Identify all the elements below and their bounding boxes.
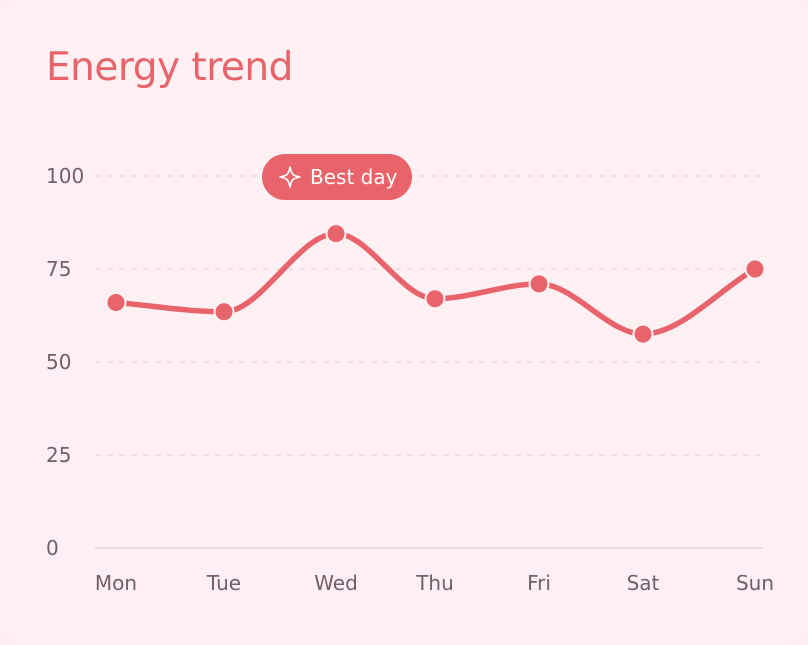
y-tick-label: 100 bbox=[46, 164, 84, 188]
data-point bbox=[213, 301, 235, 323]
series-line bbox=[113, 230, 758, 337]
chart-title: Energy trend bbox=[46, 45, 293, 90]
x-tick-label: Tue bbox=[206, 571, 241, 595]
x-tick-label: Mon bbox=[95, 571, 137, 595]
best-day-badge-label: Best day bbox=[310, 165, 398, 189]
best-day-badge: Best day bbox=[262, 154, 412, 200]
grid-layer bbox=[95, 175, 763, 549]
data-point bbox=[424, 288, 446, 310]
y-tick-label: 25 bbox=[46, 443, 71, 467]
data-point bbox=[744, 258, 766, 280]
best-day-badge-background bbox=[262, 154, 412, 200]
data-point bbox=[528, 273, 550, 295]
y-tick-label: 75 bbox=[46, 257, 71, 281]
x-tick-label: Sun bbox=[736, 571, 774, 595]
data-point bbox=[325, 223, 347, 245]
data-point bbox=[632, 323, 654, 345]
data-point bbox=[105, 291, 127, 313]
x-tick-label: Wed bbox=[314, 571, 358, 595]
x-tick-label: Sat bbox=[627, 571, 660, 595]
x-tick-label: Fri bbox=[527, 571, 551, 595]
data-points bbox=[105, 223, 766, 345]
y-axis: 0 25 50 75 100 bbox=[46, 164, 84, 560]
y-tick-label: 0 bbox=[46, 536, 59, 560]
sparkle-icon bbox=[279, 166, 301, 188]
x-tick-label: Thu bbox=[415, 571, 454, 595]
x-axis: Mon Tue Wed Thu Fri Sat Sun bbox=[95, 571, 774, 595]
y-tick-label: 50 bbox=[46, 350, 71, 374]
